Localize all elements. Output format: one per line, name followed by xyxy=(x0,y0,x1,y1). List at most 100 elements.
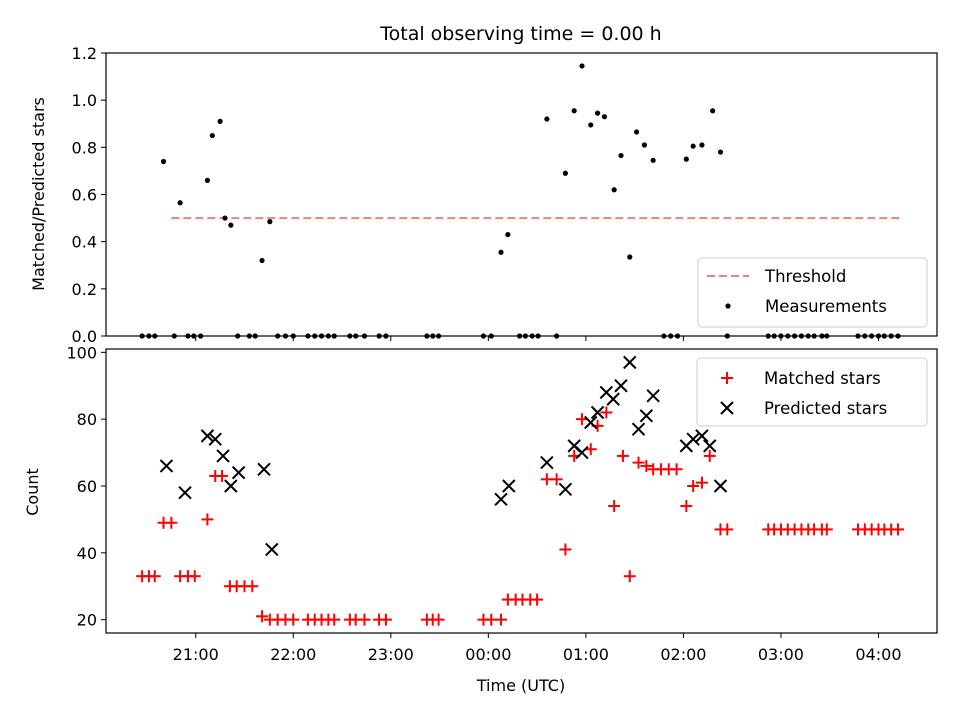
predicted-star-stroke-b xyxy=(599,385,614,400)
predicted-star-stroke-b xyxy=(646,389,660,403)
predicted-star-marker xyxy=(575,445,589,460)
predicted-stars-points xyxy=(159,355,728,557)
predicted-star-stroke-b xyxy=(695,429,709,443)
predicted-star-marker xyxy=(178,485,192,500)
measurement-point xyxy=(177,200,183,206)
matched-star-marker xyxy=(575,413,588,426)
predicted-star-stroke-b xyxy=(567,439,581,453)
matched-star-marker xyxy=(640,459,653,472)
measurement-point xyxy=(699,142,705,148)
predicted-star-marker xyxy=(623,355,637,370)
bottom-x-tick-label: 03:00 xyxy=(758,645,804,664)
measurement-point xyxy=(498,249,504,255)
bottom-axes-frame xyxy=(105,348,938,634)
bottom-x-tick-label: 01:00 xyxy=(563,645,609,664)
predicted-star-marker xyxy=(695,429,709,443)
matched-star-marker xyxy=(703,449,716,462)
matched-star-marker xyxy=(201,513,214,526)
top-panel: Total observing time = 0.00 h Matched/Pr… xyxy=(29,23,938,346)
matched-star-marker xyxy=(328,613,341,626)
matched-star-marker xyxy=(623,570,636,583)
measurement-point xyxy=(690,143,696,149)
predicted-star-stroke-b xyxy=(494,492,508,507)
top-y-tick-label: 0.6 xyxy=(72,186,97,205)
predicted-star-marker xyxy=(231,465,246,480)
measurement-point xyxy=(267,219,273,225)
measurement-point xyxy=(594,110,601,116)
measurement-point xyxy=(627,254,633,260)
matched-star-marker xyxy=(687,479,700,492)
predicted-star-stroke-b xyxy=(703,439,717,453)
predicted-star-marker xyxy=(713,479,728,493)
predicted-star-stroke-b xyxy=(713,479,728,493)
measurement-point xyxy=(717,149,724,155)
predicted-star-stroke-b xyxy=(540,455,554,470)
matched-star-marker xyxy=(188,570,201,583)
matched-star-marker xyxy=(584,443,597,456)
predicted-star-stroke-b xyxy=(558,482,573,497)
measurement-point xyxy=(544,116,550,122)
measurement-point xyxy=(641,142,647,148)
bottom-x-tick-label: 21:00 xyxy=(173,645,219,664)
legend-measurements-swatch xyxy=(725,303,731,309)
predicted-star-marker xyxy=(584,415,598,430)
bottom-y-tick-label: 100 xyxy=(66,343,97,362)
measurement-point xyxy=(222,215,228,221)
top-axes-frame xyxy=(105,52,938,337)
bottom-y-ticks: 20 40 60 80 100 xyxy=(66,343,106,630)
predicted-star-stroke-b xyxy=(639,409,654,423)
predicted-star-marker xyxy=(265,542,279,557)
predicted-star-stroke-b xyxy=(208,432,222,446)
matched-star-marker xyxy=(600,406,613,419)
top-y-tick-label: 1.2 xyxy=(72,44,97,63)
measurement-point xyxy=(633,129,640,135)
measurement-point xyxy=(710,108,716,114)
matched-star-marker xyxy=(616,449,629,462)
top-y-axis-label: Matched/Predicted stars xyxy=(29,97,48,291)
matched-star-marker xyxy=(721,523,734,536)
matched-star-marker xyxy=(165,516,178,529)
top-legend-box xyxy=(697,257,928,328)
matched-star-marker xyxy=(432,613,445,626)
matched-star-marker xyxy=(559,543,572,556)
top-y-tick-label: 1.0 xyxy=(72,91,97,110)
top-y-tick-label: 0.8 xyxy=(72,138,97,157)
measurement-point xyxy=(209,132,215,139)
top-y-ticks: 0.0 0.2 0.4 0.6 0.8 1.0 1.2 xyxy=(72,44,106,346)
predicted-star-marker xyxy=(686,432,700,446)
measurement-point xyxy=(579,63,585,69)
predicted-star-stroke-b xyxy=(631,422,646,436)
predicted-star-marker xyxy=(646,389,660,403)
bottom-legend: Matched stars Predicted stars xyxy=(696,357,928,427)
predicted-star-stroke-b xyxy=(575,445,589,460)
predicted-star-marker xyxy=(631,422,646,436)
predicted-star-stroke-b xyxy=(686,432,700,446)
measurement-point xyxy=(683,156,689,162)
predicted-star-marker xyxy=(494,492,508,507)
matched-star-marker xyxy=(256,610,269,623)
measurement-point xyxy=(601,114,608,120)
legend-matched-swatch xyxy=(721,372,733,384)
predicted-star-stroke-b xyxy=(502,479,516,493)
legend-measurements-label: Measurements xyxy=(765,297,887,316)
legend-predicted-swatch xyxy=(720,401,734,415)
matched-star-marker xyxy=(495,613,508,626)
measurement-point xyxy=(618,152,624,159)
predicted-star-stroke-b xyxy=(224,479,238,493)
measurement-point xyxy=(217,118,223,124)
matched-star-marker xyxy=(695,476,708,489)
measurement-point xyxy=(505,231,511,238)
predicted-star-marker xyxy=(216,449,230,463)
bottom-y-tick-label: 60 xyxy=(77,477,97,496)
bottom-x-tick-label: 00:00 xyxy=(465,645,511,664)
measurement-point xyxy=(588,122,594,128)
predicted-star-stroke-b xyxy=(159,459,174,473)
top-y-tick-label: 0.4 xyxy=(72,233,97,252)
predicted-star-stroke-b xyxy=(200,429,215,443)
top-y-tick-label: 0.0 xyxy=(72,327,97,346)
predicted-star-stroke-b xyxy=(216,449,230,463)
chart-title: Total observing time = 0.00 h xyxy=(379,23,661,45)
matched-star-marker xyxy=(358,613,371,626)
legend-threshold-label: Threshold xyxy=(764,267,846,286)
predicted-star-stroke-b xyxy=(590,405,605,420)
